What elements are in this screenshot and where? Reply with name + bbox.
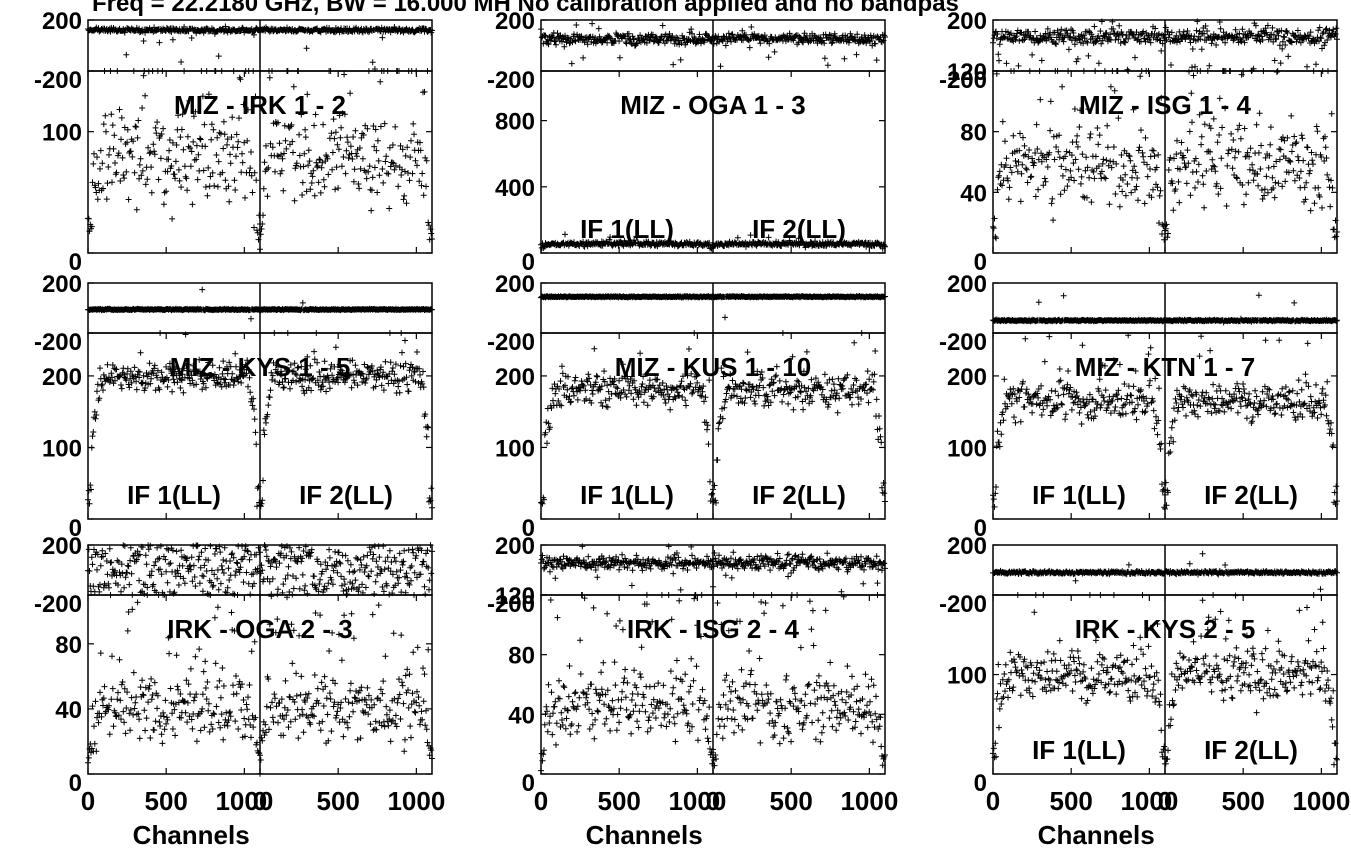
baseline-panel-2: 200 -200 0 400 800 MIZ - OGA 1 - 3 IF 1(LL) IF … — [487, 8, 888, 276]
if-label: IF 1(LL) — [127, 480, 221, 510]
x-tick-label: 1000 — [668, 786, 726, 816]
phase-tick-label: 200 — [42, 533, 82, 560]
if-label: IF 2(LL) — [1204, 480, 1298, 510]
amplitude-tick-label: 120 — [495, 583, 535, 610]
amplitude-tick-label: 0 — [522, 770, 535, 797]
x-tick-label: 0 — [706, 786, 720, 816]
x-tick-label: 0 — [986, 786, 1000, 816]
phase-tick-label: 200 — [495, 271, 535, 298]
amplitude-tick-label: 40 — [960, 180, 987, 207]
amplitude-tick-label: 120 — [947, 59, 987, 86]
amplitude-tick-label: 0 — [522, 515, 535, 542]
baseline-panel-6: 200 -200 0 100 200 MIZ - KTN 1 - 7 IF 1(LL) IF … — [939, 271, 1340, 542]
baseline-label: MIZ - KYS 1 - 5 — [170, 352, 351, 382]
baseline-label: IRK - OGA 2 - 3 — [167, 614, 352, 644]
phase-tick-label: -200 — [34, 591, 82, 618]
baseline-label: MIZ - KUS 1 - 10 — [615, 352, 811, 382]
if-label: IF 1(LL) — [1032, 735, 1126, 765]
phase-tick-label: -200 — [939, 329, 987, 356]
x-tick-label: 500 — [144, 786, 187, 816]
x-tick-label: 500 — [1221, 786, 1264, 816]
baseline-label: MIZ - IRK 1 - 2 — [174, 90, 346, 120]
amplitude-tick-label: 80 — [508, 643, 535, 670]
amplitude-tick-label: 0 — [69, 515, 82, 542]
if-label: IF 2(LL) — [752, 480, 846, 510]
amplitude-tick-label: 400 — [495, 175, 535, 202]
phase-tick-label: 200 — [42, 8, 82, 35]
if-label: IF 1(LL) — [1032, 480, 1126, 510]
amplitude-tick-label: 0 — [69, 249, 82, 276]
phase-tick-label: 200 — [947, 8, 987, 35]
baseline-panel-5: 200 -200 0 100 200 MIZ - KUS 1 - 10 IF 1(LL) IF… — [487, 271, 888, 542]
x-tick-label: 0 — [534, 786, 548, 816]
phase-tick-label: 200 — [947, 533, 987, 560]
if-label: IF 2(LL) — [1204, 735, 1298, 765]
amplitude-tick-label: 100 — [495, 435, 535, 462]
phase-tick-label: 200 — [42, 271, 82, 298]
if-label: IF 2(LL) — [299, 480, 393, 510]
x-axis-label: Channels — [1038, 820, 1155, 850]
amplitude-tick-label: 0 — [974, 249, 987, 276]
x-tick-label: 1000 — [387, 786, 445, 816]
amplitude-tick-label: 100 — [42, 435, 82, 462]
x-tick-label: 500 — [769, 786, 812, 816]
phase-tick-label: -200 — [34, 67, 82, 94]
phase-tick-label: 200 — [947, 271, 987, 298]
amplitude-tick-label: 40 — [55, 697, 82, 724]
amplitude-tick-label: 200 — [42, 364, 82, 391]
x-axis-label: Channels — [586, 820, 703, 850]
x-tick-label: 1000 — [1120, 786, 1178, 816]
amplitude-tick-label: 0 — [69, 770, 82, 797]
x-tick-label: 500 — [316, 786, 359, 816]
phase-tick-label: -200 — [939, 67, 987, 94]
phase-tick-label: -200 — [34, 329, 82, 356]
amplitude-tick-label: 100 — [947, 663, 987, 690]
amplitude-tick-label: 200 — [947, 364, 987, 391]
phase-tick-label: -200 — [487, 591, 535, 618]
amplitude-tick-label: 800 — [495, 109, 535, 136]
amplitude-tick-label: 100 — [42, 120, 82, 147]
amplitude-tick-label: 100 — [947, 435, 987, 462]
amplitude-tick-label: 0 — [974, 770, 987, 797]
x-tick-label: 1000 — [215, 786, 273, 816]
x-tick-label: 500 — [1049, 786, 1092, 816]
baseline-label: IRK - ISG 2 - 4 — [627, 614, 799, 644]
baseline-panel-1: 200 -200 0 100 MIZ - IRK 1 - 2 — [34, 8, 435, 276]
baseline-label: IRK - KYS 2 - 5 — [1075, 614, 1256, 644]
figure-title: Freq = 22.2180 GHz, BW = 16.000 MH No ca… — [92, 0, 959, 17]
amplitude-tick-label: 40 — [508, 702, 535, 729]
phase-tick-label: 200 — [495, 533, 535, 560]
x-tick-label: 0 — [1158, 786, 1172, 816]
amplitude-tick-label: 80 — [55, 632, 82, 659]
amplitude-tick-label: 0 — [522, 249, 535, 276]
baseline-label: MIZ - KTN 1 - 7 — [1075, 352, 1256, 382]
if-label: IF 2(LL) — [752, 214, 846, 244]
x-axis-label: Channels — [133, 820, 250, 850]
phase-tick-label: -200 — [939, 591, 987, 618]
phase-tick-label: -200 — [487, 67, 535, 94]
baseline-panel-4: 200 -200 0 100 200 MIZ - KYS 1 - 5 IF 1(LL) IF … — [34, 271, 435, 542]
if-label: IF 1(LL) — [580, 214, 674, 244]
x-tick-label: 0 — [81, 786, 95, 816]
baseline-label: MIZ - ISG 1 - 4 — [1079, 90, 1251, 120]
baseline-label: MIZ - OGA 1 - 3 — [620, 90, 805, 120]
x-tick-label: 1000 — [1292, 786, 1350, 816]
baseline-panel-3: 200 -200 0 40 80 120 MIZ - ISG 1 - 4 — [939, 8, 1340, 276]
baseline-panel-9: 200 -200 0 100 IRK - KYS 2 - 5 IF 1(LL) IF 2(L… — [939, 533, 1350, 850]
phase-tick-label: 200 — [495, 8, 535, 35]
phase-tick-label: -200 — [487, 329, 535, 356]
x-tick-label: 0 — [253, 786, 267, 816]
x-tick-label: 500 — [597, 786, 640, 816]
amplitude-tick-label: 0 — [974, 515, 987, 542]
amplitude-tick-label: 80 — [960, 120, 987, 147]
amplitude-tick-label: 200 — [495, 364, 535, 391]
if-label: IF 1(LL) — [580, 480, 674, 510]
x-tick-label: 1000 — [840, 786, 898, 816]
